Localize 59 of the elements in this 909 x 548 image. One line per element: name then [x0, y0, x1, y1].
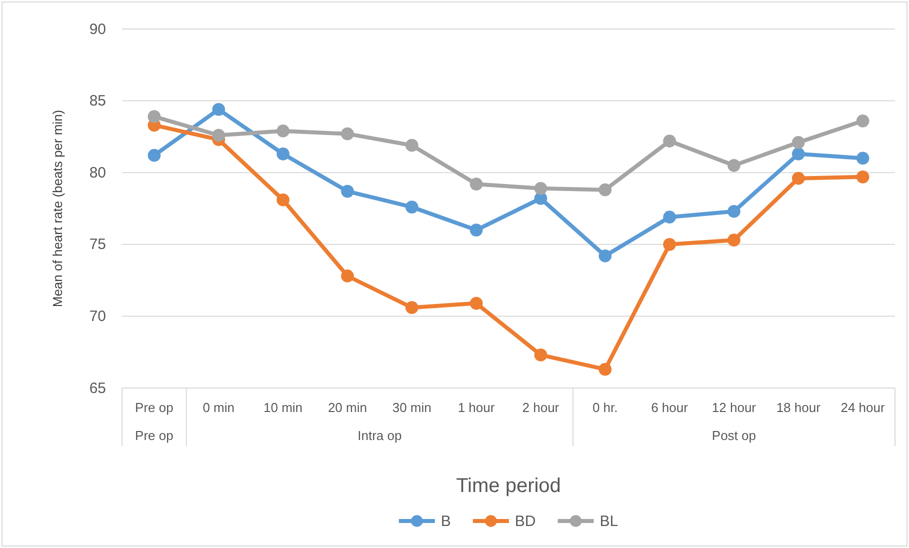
legend-label: BD — [514, 513, 536, 530]
point — [792, 136, 805, 149]
point — [405, 200, 418, 214]
y-tick-label: 65 — [89, 380, 106, 397]
point — [276, 193, 290, 206]
point — [341, 127, 354, 140]
x-tick-label: 20 min — [328, 400, 367, 415]
x-tick-label: 1 hour — [458, 400, 496, 415]
x-tick-label: 24 hour — [840, 400, 886, 415]
point — [663, 210, 676, 224]
point — [728, 204, 740, 218]
point — [276, 124, 290, 138]
x-axis-title: Time period — [456, 475, 561, 497]
point — [341, 184, 354, 198]
y-tick-label: 70 — [89, 308, 106, 325]
x-tick-label: 6 hour — [651, 400, 689, 415]
point — [856, 170, 870, 184]
x-tick-label: 0 min — [202, 400, 235, 415]
legend-label: B — [440, 513, 451, 530]
x-tick-label: 2 hour — [522, 400, 560, 415]
x-tick-label: 0 hr. — [592, 400, 618, 415]
point — [534, 182, 548, 195]
point — [470, 224, 483, 236]
point — [598, 183, 612, 196]
point — [148, 148, 161, 162]
y-axis-title: Mean of heart rate (beats per min) — [50, 110, 65, 308]
point — [728, 159, 740, 172]
y-tick-label: 90 — [89, 20, 106, 38]
point — [405, 138, 418, 152]
point — [534, 348, 548, 362]
text: Intra op — [358, 428, 402, 443]
point — [663, 238, 676, 251]
x-tick-label: 18 hour — [776, 400, 822, 415]
point — [148, 110, 161, 124]
point — [856, 114, 870, 128]
point — [341, 270, 354, 282]
point — [276, 148, 290, 160]
text: Post op — [712, 428, 756, 443]
x-tick-label: Pre op — [135, 400, 174, 415]
legend-label: BL — [600, 513, 618, 530]
y-tick-label: 85 — [89, 92, 106, 110]
x-tick-label: 30 min — [392, 400, 432, 415]
point — [663, 134, 676, 148]
point — [470, 296, 483, 310]
point — [405, 301, 418, 314]
text: Pre op — [135, 428, 174, 443]
y-tick-label: 80 — [89, 164, 106, 182]
x-tick-label: 12 hour — [712, 400, 757, 415]
point — [598, 249, 612, 262]
point — [728, 234, 740, 247]
point — [792, 148, 805, 160]
point — [856, 152, 870, 165]
point — [470, 178, 483, 191]
point — [212, 128, 226, 142]
point — [792, 172, 805, 185]
y-tick-label: 75 — [89, 236, 106, 254]
x-tick-label: 10 min — [264, 400, 303, 415]
point — [598, 362, 612, 376]
point — [212, 102, 226, 116]
